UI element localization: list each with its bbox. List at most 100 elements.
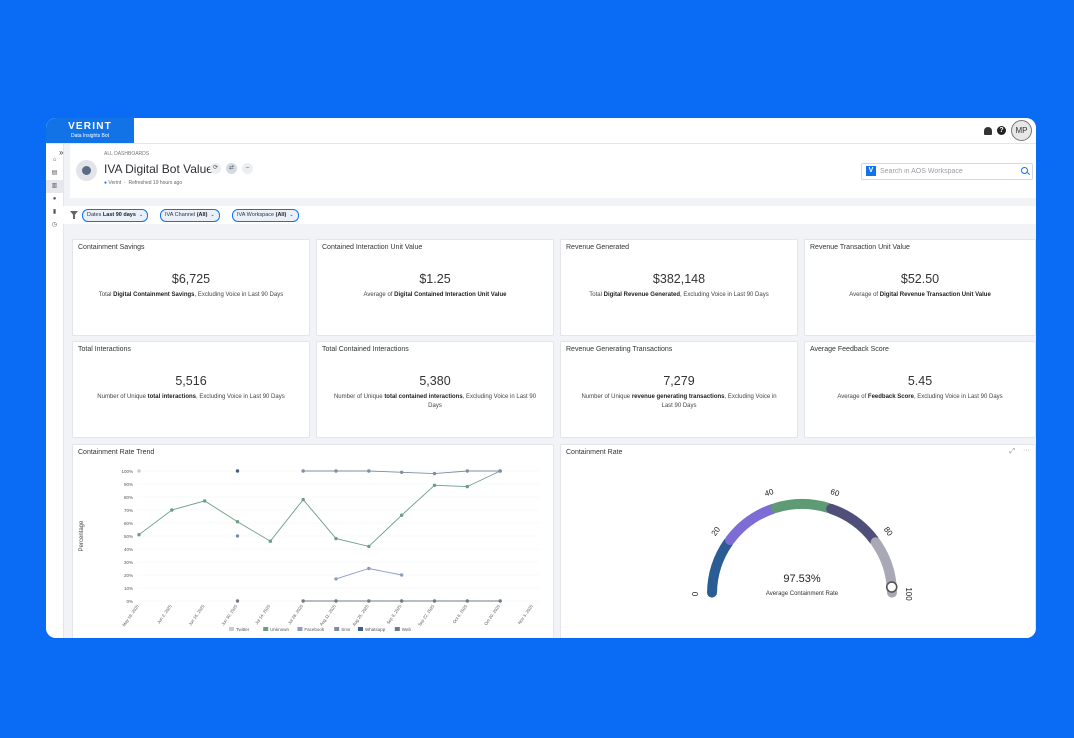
breadcrumb[interactable]: ALL DASHBOARDS (104, 151, 150, 157)
x-tick-label: Jul 14, 2025 (254, 603, 272, 625)
bell-icon[interactable] (984, 126, 992, 135)
filter-value: (All) (275, 212, 287, 218)
data-point-unknown[interactable] (235, 520, 240, 524)
kpi-card-total-contained-interactions[interactable]: Total Contained Interactions 5,380 Numbe… (316, 341, 554, 438)
kpi-card-contained-interaction-unit-value[interactable]: Contained Interaction Unit Value $1.25 A… (316, 239, 554, 336)
legend-label[interactable]: Web (402, 627, 412, 632)
legend-label[interactable]: Facebook (304, 627, 325, 632)
legend-label[interactable]: Sms (341, 627, 351, 632)
data-point-web[interactable] (399, 599, 404, 603)
top-right-icons: ? MP (984, 120, 1032, 141)
more-icon[interactable]: – (242, 163, 253, 174)
data-point-sms[interactable] (235, 534, 240, 538)
x-tick-label: Jun 30, 2025 (220, 603, 238, 626)
data-point-unknown[interactable] (465, 484, 470, 489)
kpi-card-average-feedback-score[interactable]: Average Feedback Score 5.45 Average of F… (804, 341, 1036, 438)
data-point-sms[interactable] (367, 469, 371, 473)
expand-icon[interactable]: ⤢ (1009, 448, 1015, 455)
data-point-facebook[interactable] (399, 573, 404, 577)
kpi-card-total-interactions[interactable]: Total Interactions 5,516 Number of Uniqu… (72, 341, 310, 438)
panel-title: Containment Rate Trend (78, 449, 155, 456)
kpi-description: Average of Digital Revenue Transaction U… (849, 292, 991, 298)
kpi-title: Average Feedback Score (810, 346, 889, 353)
kpi-description: Average of Feedback Score, Excluding Voi… (837, 394, 1003, 400)
data-point-unknown[interactable] (137, 533, 141, 537)
y-tick-label: 50% (124, 534, 133, 539)
verint-logo[interactable]: VERINT Data Insights Bot (46, 118, 134, 143)
data-point-unknown[interactable] (301, 497, 305, 502)
kpi-description: Total Digital Revenue Generated, Excludi… (589, 292, 769, 298)
data-point-sms[interactable] (465, 469, 470, 473)
data-point-sms[interactable] (432, 471, 437, 476)
verint-v-icon: V (866, 166, 876, 176)
filter-label: IVA Channel (165, 212, 197, 218)
legend-label[interactable]: Unknown (270, 627, 289, 632)
trend-chart[interactable]: 0% 10% 20% 30% 40% 50% 60% 70% 80% 90% 100% Percent… (73, 445, 553, 638)
data-point-web[interactable] (334, 599, 338, 603)
share-icon[interactable]: ⇄ (226, 163, 237, 174)
funnel-icon[interactable] (70, 211, 78, 219)
legend-label[interactable]: Whatsapp (365, 627, 386, 632)
gauge-tick-label: 80 (882, 525, 895, 538)
menu-icon[interactable]: ··· (1023, 447, 1030, 454)
data-point-sms[interactable] (399, 470, 404, 474)
data-point-unknown[interactable] (399, 513, 404, 517)
data-point-unknown[interactable] (432, 483, 437, 487)
legend-swatch (358, 627, 363, 631)
data-point-sms[interactable] (301, 469, 305, 473)
history-icon[interactable]: ◷ (51, 222, 58, 228)
x-tick-label: May 19, 2025 (121, 603, 140, 627)
dot-icon[interactable]: ● (52, 196, 57, 202)
legend-swatch (263, 627, 269, 631)
data-point-sms[interactable] (334, 469, 338, 473)
data-point-unknown[interactable] (367, 544, 371, 549)
data-point-web[interactable] (301, 599, 305, 603)
kpi-card-revenue-generated[interactable]: Revenue Generated $382,148 Total Digital… (560, 239, 798, 336)
help-icon[interactable]: ? (997, 126, 1006, 135)
filter-iva-channel[interactable]: IVA Channel (All) ⌄ (160, 209, 220, 222)
kpi-description: Number of Unique total contained interac… (333, 394, 537, 409)
data-point-web[interactable] (367, 599, 371, 603)
bookmark-icon[interactable]: ▮ (52, 209, 57, 215)
data-point-twitter[interactable] (137, 469, 141, 473)
data-point-unknown[interactable] (202, 499, 207, 503)
search-input[interactable] (880, 165, 1010, 177)
refreshed-time: Refreshed 19 hours ago (128, 180, 183, 186)
refresh-icon[interactable]: ⟳ (210, 163, 221, 174)
gauge-band (725, 503, 778, 545)
gauge-band (707, 537, 734, 598)
data-point-unknown[interactable] (268, 539, 273, 543)
owner-name[interactable]: Verint (108, 180, 122, 186)
kpi-card-revenue-transaction-unit-value[interactable]: Revenue Transaction Unit Value $52.50 Av… (804, 239, 1036, 336)
page-title: IVA Digital Bot Value (104, 162, 213, 176)
data-point-web[interactable] (465, 599, 470, 603)
dashboard-icon[interactable]: ▤ (51, 170, 58, 176)
data-point-web[interactable] (235, 599, 240, 603)
filter-iva-workspace[interactable]: IVA Workspace (All) ⌄ (232, 209, 299, 222)
expand-nav-icon[interactable]: » (59, 148, 64, 157)
data-point-facebook[interactable] (367, 566, 371, 571)
data-point-web[interactable] (432, 599, 437, 603)
x-tick-label: Oct 6, 2025 (452, 603, 469, 624)
reports-icon[interactable]: ▥ (46, 180, 63, 193)
y-tick-label: 100% (121, 469, 133, 474)
data-point-unknown[interactable] (334, 536, 338, 541)
filter-dates[interactable]: Dates Last 90 days ⌄ (82, 209, 149, 222)
kpi-card-containment-savings[interactable]: Containment Savings $6,725 Total Digital… (72, 239, 310, 336)
legend-label[interactable]: Twitter (236, 627, 250, 632)
home-icon[interactable]: ⌂ (52, 157, 57, 163)
x-tick-label: Jun 16, 2025 (187, 603, 205, 626)
avatar[interactable]: MP (1011, 120, 1032, 141)
data-point-sms[interactable] (498, 469, 502, 473)
data-point-web[interactable] (498, 599, 502, 603)
filter-value: Last 90 days (102, 212, 136, 218)
data-point-whatsapp[interactable] (235, 469, 240, 473)
data-point-facebook[interactable] (334, 577, 338, 581)
gauge-value: 97.53% (783, 573, 821, 585)
gauge-chart[interactable]: 0 20 40 60 80 100 97.53% Average Containment Ra… (561, 445, 1035, 638)
kpi-card-revenue-generating-transactions[interactable]: Revenue Generating Transactions 7,279 Nu… (560, 341, 798, 438)
kpi-description: Number of Unique revenue generating tran… (581, 394, 777, 409)
kpi-value: $6,725 (171, 272, 211, 286)
search-icon[interactable] (1021, 167, 1028, 174)
data-point-unknown[interactable] (170, 508, 174, 512)
